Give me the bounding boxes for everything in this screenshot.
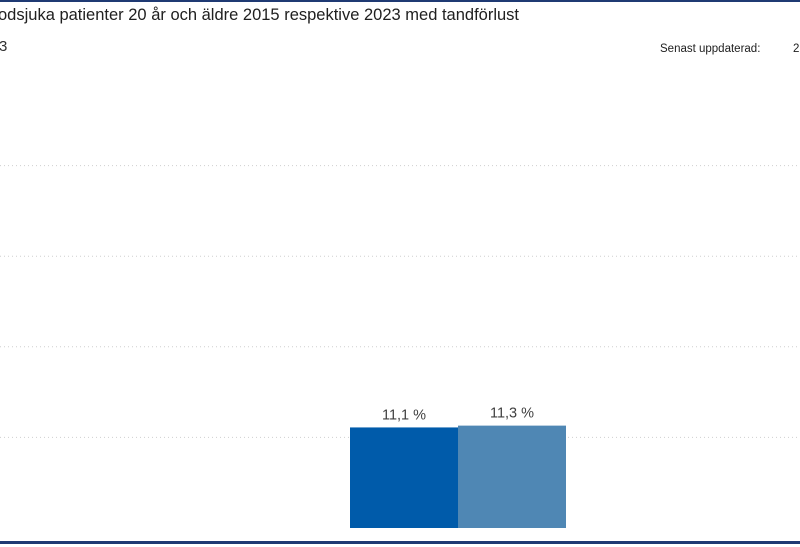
top-border [0,0,800,2]
last-updated-label: Senast uppdaterad: [660,43,761,55]
bottom-border [0,541,800,544]
bar-series-1 [350,427,458,528]
bar-value-label-2: 11,3 % [490,406,534,422]
last-updated-value: 2 [793,43,800,55]
bar-value-label-1: 11,1 % [382,407,426,423]
chart-subtitle: 3 [0,38,8,55]
chart-title: odsjuka patienter 20 år och äldre 2015 r… [0,6,519,24]
bar-series-2 [458,425,566,528]
